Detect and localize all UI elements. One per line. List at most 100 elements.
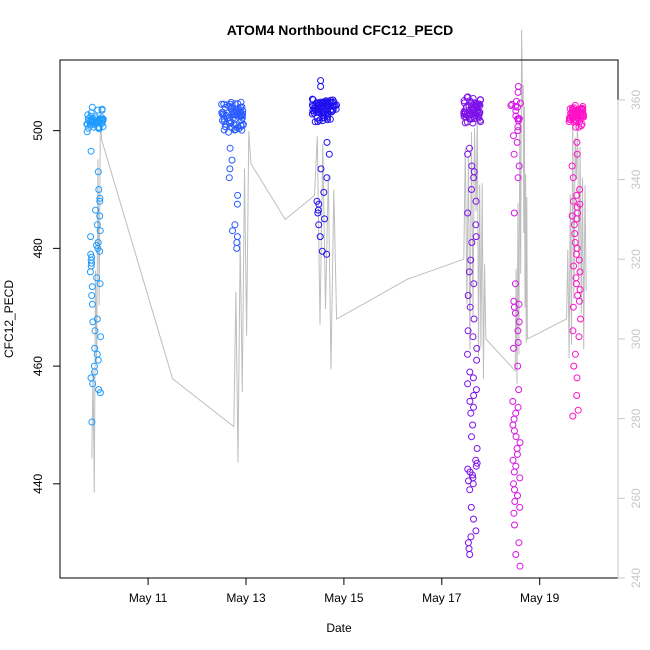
data-point: [476, 102, 484, 110]
data-point: [308, 101, 316, 109]
series-flight5: [507, 83, 524, 570]
data-point: [510, 427, 518, 435]
data-point: [569, 327, 577, 335]
data-point: [510, 209, 518, 217]
data-point: [473, 445, 481, 452]
data-point: [316, 233, 324, 241]
x-tick-label: May 15: [324, 591, 364, 605]
data-point: [233, 239, 241, 246]
data-point: [512, 433, 520, 441]
data-point: [326, 99, 334, 106]
data-point: [571, 230, 579, 238]
data-point: [97, 333, 105, 341]
data-point: [573, 374, 581, 382]
series-flight4: [460, 93, 485, 558]
data-point: [514, 123, 522, 131]
x-tick-label: May 17: [422, 591, 462, 605]
data-point: [321, 215, 328, 223]
data-point: [569, 412, 577, 420]
data-point: [472, 386, 480, 394]
data-point: [87, 117, 95, 124]
data-point: [472, 527, 480, 535]
data-point: [514, 327, 522, 335]
data-point: [510, 132, 517, 140]
data-point: [576, 286, 584, 294]
data-point: [88, 283, 96, 291]
y-tick-label: 480: [31, 238, 45, 258]
data-point: [83, 128, 91, 136]
x-axis: May 11 May 13 May 15 May 17 May 19: [129, 578, 560, 605]
data-point: [87, 147, 95, 155]
data-point: [472, 197, 480, 205]
data-point: [323, 250, 331, 258]
data-point: [576, 186, 584, 193]
data-point: [91, 344, 99, 352]
data-point: [470, 115, 478, 123]
data-point: [91, 368, 99, 376]
data-point: [239, 107, 247, 115]
data-point: [234, 191, 242, 199]
data-point: [89, 318, 97, 326]
data-point: [512, 409, 520, 417]
data-point: [510, 509, 518, 517]
data-point: [465, 268, 473, 276]
data-point: [96, 212, 104, 220]
data-point: [512, 280, 519, 288]
data-point: [91, 327, 99, 335]
data-point: [94, 106, 102, 114]
data-point: [466, 115, 474, 123]
data-point: [477, 118, 485, 126]
data-point: [218, 109, 226, 117]
data-point: [574, 406, 582, 414]
data-point: [514, 103, 521, 111]
series-flight3: [308, 77, 340, 258]
data-point: [514, 492, 521, 500]
data-point: [467, 533, 475, 541]
data-point: [514, 339, 522, 346]
data-point: [86, 121, 94, 129]
data-point: [573, 215, 581, 223]
data-point: [238, 112, 246, 120]
altitude-line: [91, 29, 587, 493]
data-point: [220, 100, 228, 108]
data-point: [508, 100, 516, 108]
data-point: [470, 392, 478, 399]
data-point: [515, 386, 523, 394]
y-axis-label: CFC12_PECD: [2, 280, 16, 358]
data-point: [468, 433, 475, 441]
data-point: [92, 206, 100, 214]
y-axis-right: 240 260 280 300 320 340 360: [617, 90, 643, 588]
data-point: [516, 562, 524, 570]
data-point: [87, 233, 95, 241]
data-point: [329, 107, 336, 115]
x-tick-label: May 19: [520, 591, 560, 605]
data-point: [320, 188, 328, 196]
data-point: [229, 227, 236, 235]
plot-box: [59, 59, 619, 579]
data-point: [513, 450, 521, 458]
data-point: [507, 102, 515, 109]
data-point: [469, 421, 477, 429]
data-point: [230, 114, 237, 122]
data-point: [314, 206, 322, 214]
data-point: [311, 118, 319, 126]
data-point: [88, 300, 96, 308]
data-point: [91, 113, 99, 121]
data-point: [472, 100, 480, 108]
data-point: [571, 350, 579, 358]
data-point: [228, 156, 236, 164]
data-point: [324, 113, 332, 120]
data-point: [226, 100, 234, 108]
data-point: [468, 186, 475, 193]
data-point: [474, 102, 482, 110]
x-tick-label: May 13: [226, 591, 266, 605]
data-point: [468, 471, 476, 479]
data-point: [96, 116, 104, 124]
y-right-tick-label: 340: [629, 169, 643, 189]
data-point: [323, 138, 331, 146]
data-point: [473, 356, 481, 364]
data-point: [95, 123, 103, 131]
data-point: [86, 268, 94, 276]
data-point: [510, 150, 518, 158]
data-point: [569, 303, 577, 311]
